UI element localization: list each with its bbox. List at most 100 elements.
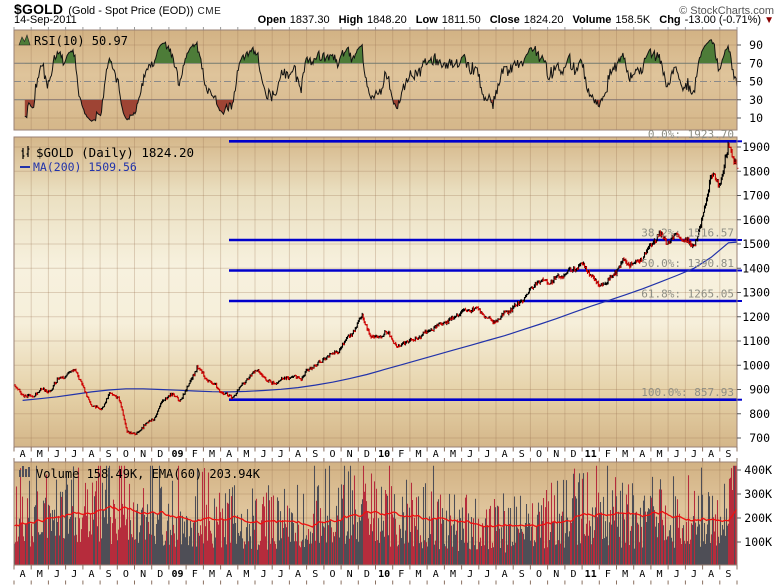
- legends: RSI(10) 50.97 $GOLD (Daily) 1824.20MA(200…: [18, 34, 261, 481]
- month-label-bottom: F: [605, 569, 611, 580]
- month-label-bottom: M: [622, 569, 628, 580]
- volume-axis-label: 100K: [744, 535, 772, 549]
- month-label: F: [398, 449, 404, 460]
- month-label-bottom: A: [433, 569, 439, 580]
- volume-bars-down: [14, 465, 738, 566]
- month-label: J: [691, 449, 697, 460]
- ticker-name: (Gold - Spot Price (EOD)): [68, 5, 194, 17]
- month-label-bottom: J: [54, 569, 60, 580]
- month-label: J: [71, 449, 77, 460]
- right-axis: 1900 1800 1700 1600 1500 1400 1300 1200 1100 1000…: [737, 38, 772, 549]
- quote-label: Low: [415, 14, 438, 26]
- month-label: D: [364, 449, 370, 460]
- month-label: A: [20, 449, 26, 460]
- month-label-bottom: J: [691, 569, 697, 580]
- month-label-bottom: F: [398, 569, 404, 580]
- change-down-icon: ▼: [764, 15, 774, 26]
- chart-header: $GOLD (Gold - Spot Price (EOD)) CME © St…: [0, 0, 780, 28]
- volume-axis-label: 200K: [744, 511, 772, 525]
- month-label: S: [312, 449, 318, 460]
- quote-value: 1848.20: [367, 14, 407, 26]
- fib-retracements: [229, 140, 742, 402]
- price-axis-label: 800: [749, 407, 770, 421]
- quote-value: 1811.50: [441, 14, 481, 26]
- month-label-bottom: A: [88, 569, 94, 580]
- month-label: A: [433, 449, 439, 460]
- volume-axis-label: 400K: [744, 463, 772, 477]
- month-label-bottom: J: [467, 569, 473, 580]
- month-label-bottom: A: [639, 569, 645, 580]
- rsi-icon: [18, 34, 31, 46]
- rsi-axis-label: 50: [749, 75, 763, 89]
- month-label: O: [329, 449, 335, 460]
- month-label-bottom: 09: [171, 569, 183, 580]
- month-label: O: [536, 449, 542, 460]
- price-axis-label: 1000: [742, 358, 770, 372]
- volume-axis-label: 300K: [744, 487, 772, 501]
- month-label-bottom: M: [243, 569, 249, 580]
- price-axis-label: 700: [749, 431, 770, 445]
- price-axis-label: 1400: [742, 261, 770, 275]
- month-label-bottom: J: [674, 569, 680, 580]
- month-label-bottom: O: [329, 569, 335, 580]
- rsi-line: [24, 39, 738, 122]
- fib-label-4: 100.0%: 857.93: [641, 386, 734, 399]
- price-axis-label: 1800: [742, 164, 770, 178]
- month-label: M: [243, 449, 249, 460]
- fib-label-3: 61.8%: 1265.05: [641, 287, 734, 300]
- month-label-bottom: S: [106, 569, 112, 580]
- month-label-bottom: O: [536, 569, 542, 580]
- month-label-bottom: 10: [378, 569, 390, 580]
- gridlines: [14, 30, 737, 565]
- fib-label-1: 38.2%: 1516.57: [641, 226, 734, 239]
- header-title-row: $GOLD (Gold - Spot Price (EOD)) CME © St…: [14, 1, 774, 17]
- month-label-bottom: A: [226, 569, 232, 580]
- ma200-line: [22, 241, 738, 401]
- month-label-bottom: M: [450, 569, 456, 580]
- month-label-bottom: S: [519, 569, 525, 580]
- volume-legend: Volume 158.49K, EMA(60) 203.94K: [36, 467, 261, 481]
- month-label: O: [123, 449, 129, 460]
- quote-label: Close: [489, 14, 520, 26]
- month-label-bottom: D: [364, 569, 370, 580]
- quote-value: 1824.20: [523, 14, 564, 26]
- month-label-bottom: O: [123, 569, 129, 580]
- month-label-bottom: S: [725, 569, 731, 580]
- quote-value: 158.5K: [615, 14, 651, 26]
- month-label: J: [467, 449, 473, 460]
- month-label: A: [639, 449, 645, 460]
- price-axis-label: 1700: [742, 189, 770, 203]
- month-label: J: [674, 449, 680, 460]
- month-label-bottom: A: [295, 569, 301, 580]
- x-axis: AAMMJJJJAASSOONNDD0909FFMMAAMMJJJJAASSOO…: [13, 27, 738, 585]
- month-label-bottom: D: [157, 569, 163, 580]
- month-label-bottom: A: [20, 569, 26, 580]
- month-label-bottom: A: [708, 569, 714, 580]
- volume-ema-line: [14, 505, 738, 528]
- fib-label-2: 50.0%: 1390.81: [641, 257, 734, 270]
- price-legend: $GOLD (Daily) 1824.20: [36, 145, 194, 160]
- month-label-bottom: J: [71, 569, 77, 580]
- quote-value: 1837.30: [289, 14, 330, 26]
- month-label: A: [88, 449, 94, 460]
- price-bars-down: [14, 142, 739, 436]
- quote-label: Chg: [659, 14, 681, 26]
- price-series-icon: [21, 146, 30, 159]
- month-label-bottom: M: [656, 569, 662, 580]
- month-label-bottom: N: [347, 569, 353, 580]
- month-label-bottom: J: [278, 569, 284, 580]
- month-label: J: [261, 449, 267, 460]
- month-label-bottom: D: [570, 569, 576, 580]
- month-label-bottom: M: [37, 569, 43, 580]
- month-label: 11: [585, 449, 597, 460]
- month-label: S: [106, 449, 112, 460]
- month-label-bottom: J: [484, 569, 490, 580]
- month-label: D: [157, 449, 163, 460]
- month-label-bottom: M: [415, 569, 421, 580]
- month-label: 09: [171, 449, 183, 460]
- month-label: A: [708, 449, 714, 460]
- month-label: D: [570, 449, 576, 460]
- month-label: M: [622, 449, 628, 460]
